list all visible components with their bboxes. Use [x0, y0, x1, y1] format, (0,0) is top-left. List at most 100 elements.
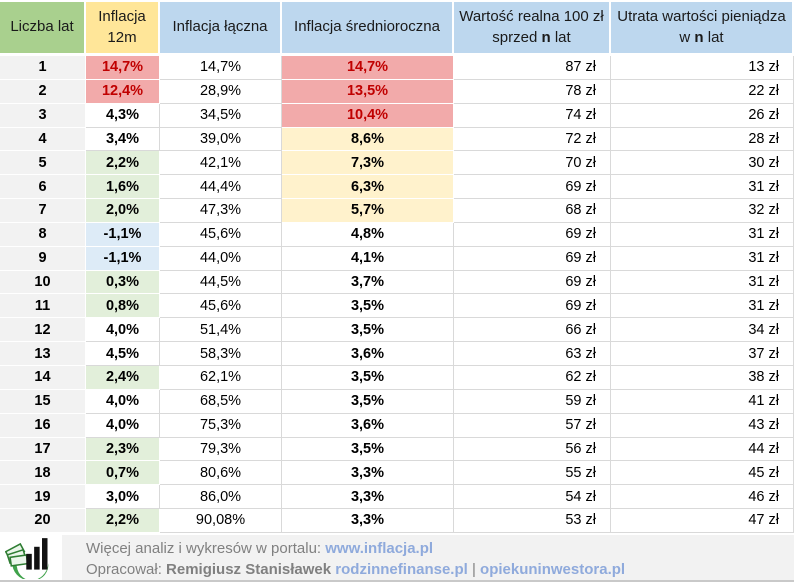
cell-liczba-lat: 5: [0, 151, 86, 176]
footer-line1-label: Więcej analiz i wykresów w portalu:: [86, 539, 322, 557]
cell-wartosc-realna: 68 zł: [454, 199, 611, 223]
table-row: 10 0,3% 44,5% 3,7% 69 zł 31 zł: [0, 270, 794, 295]
table-row: 2 12,4% 28,9% 13,5% 78 zł 22 zł: [0, 79, 794, 104]
table-row: 12 4,0% 51,4% 3,5% 66 zł 34 zł: [0, 318, 794, 343]
table-row: 11 0,8% 45,6% 3,5% 69 zł 31 zł: [0, 294, 794, 319]
cell-wartosc-realna: 69 zł: [454, 294, 611, 319]
cell-inflacja-srednioroczna: 3,3%: [282, 461, 454, 486]
cell-inflacja-laczna: 68,5%: [160, 389, 282, 414]
cell-inflacja-srednioroczna: 3,7%: [282, 270, 454, 295]
cell-utrata-wartosci: 38 zł: [611, 365, 794, 390]
cell-wartosc-realna: 69 zł: [454, 270, 611, 295]
cell-liczba-lat: 9: [0, 246, 86, 271]
cell-inflacja-laczna: 86,0%: [160, 485, 282, 510]
cell-inflacja-srednioroczna: 3,6%: [282, 413, 454, 438]
cell-inflacja-laczna: 90,08%: [160, 509, 282, 533]
cell-inflacja-12m: 4,5%: [86, 342, 160, 366]
cell-inflacja-srednioroczna: 3,5%: [282, 365, 454, 390]
cell-liczba-lat: 8: [0, 222, 86, 247]
cell-inflacja-laczna: 51,4%: [160, 318, 282, 343]
cell-inflacja-12m: 4,3%: [86, 103, 160, 128]
cell-wartosc-realna: 54 zł: [454, 485, 611, 510]
cell-inflacja-12m: 4,0%: [86, 318, 160, 343]
table-row: 16 4,0% 75,3% 3,6% 57 zł 43 zł: [0, 413, 794, 438]
inflation-table: Liczba lat Inflacja 12m Inflacja łączna Inf…: [0, 0, 794, 533]
table-row: 14 2,4% 62,1% 3,5% 62 zł 38 zł: [0, 365, 794, 390]
column-header-wartosc-realna: Wartość realna 100 zł sprzed n lat: [454, 0, 611, 56]
cell-utrata-wartosci: 41 zł: [611, 389, 794, 414]
cell-liczba-lat: 13: [0, 342, 86, 366]
cell-wartosc-realna: 63 zł: [454, 342, 611, 366]
cell-inflacja-12m: 4,0%: [86, 389, 160, 414]
cell-wartosc-realna: 55 zł: [454, 461, 611, 486]
cell-inflacja-srednioroczna: 5,7%: [282, 199, 454, 223]
cell-inflacja-12m: 1,6%: [86, 175, 160, 200]
cell-liczba-lat: 6: [0, 175, 86, 200]
cell-wartosc-realna: 62 zł: [454, 365, 611, 390]
cell-inflacja-laczna: 14,7%: [160, 56, 282, 80]
table-row: 3 4,3% 34,5% 10,4% 74 zł 26 zł: [0, 103, 794, 128]
cell-liczba-lat: 11: [0, 294, 86, 319]
cell-utrata-wartosci: 30 zł: [611, 151, 794, 176]
cell-inflacja-laczna: 80,6%: [160, 461, 282, 486]
cell-inflacja-laczna: 47,3%: [160, 199, 282, 223]
cell-inflacja-laczna: 58,3%: [160, 342, 282, 366]
table-row: 17 2,3% 79,3% 3,5% 56 zł 44 zł: [0, 437, 794, 462]
cell-inflacja-12m: 2,2%: [86, 151, 160, 176]
cell-wartosc-realna: 69 zł: [454, 175, 611, 200]
table-row: 5 2,2% 42,1% 7,3% 70 zł 30 zł: [0, 151, 794, 176]
rodzinnefinanse-link[interactable]: rodzinnefinanse.pl: [335, 561, 468, 579]
cell-liczba-lat: 3: [0, 103, 86, 128]
footer-text: Więcej analiz i wykresów w portalu: www.…: [62, 535, 625, 580]
footer: Więcej analiz i wykresów w portalu: www.…: [0, 534, 794, 582]
column-header-inflacja-srednioroczna: Inflacja średnioroczna: [282, 0, 454, 56]
cell-liczba-lat: 14: [0, 365, 86, 390]
cell-wartosc-realna: 72 zł: [454, 127, 611, 152]
cell-liczba-lat: 18: [0, 461, 86, 486]
header-row: Liczba lat Inflacja 12m Inflacja łączna Inf…: [0, 0, 794, 56]
cell-wartosc-realna: 66 zł: [454, 318, 611, 343]
cell-liczba-lat: 15: [0, 389, 86, 414]
cell-wartosc-realna: 78 zł: [454, 79, 611, 104]
cell-liczba-lat: 2: [0, 79, 86, 104]
column-header-inflacja-laczna: Inflacja łączna: [160, 0, 282, 56]
footer-line-1: Więcej analiz i wykresów w portalu: www.…: [86, 538, 625, 559]
column-header-inflacja-12m: Inflacja 12m: [86, 0, 160, 56]
cell-inflacja-laczna: 79,3%: [160, 437, 282, 462]
cell-inflacja-srednioroczna: 3,3%: [282, 509, 454, 533]
cell-wartosc-realna: 70 zł: [454, 151, 611, 176]
cell-utrata-wartosci: 31 zł: [611, 175, 794, 200]
cell-inflacja-laczna: 44,4%: [160, 175, 282, 200]
cell-inflacja-laczna: 34,5%: [160, 103, 282, 128]
cell-inflacja-12m: 12,4%: [86, 79, 160, 104]
cell-wartosc-realna: 53 zł: [454, 509, 611, 533]
cell-inflacja-12m: 0,3%: [86, 270, 160, 295]
column-header-liczba-lat: Liczba lat: [0, 0, 86, 56]
cell-inflacja-12m: 4,0%: [86, 413, 160, 438]
cell-inflacja-srednioroczna: 3,3%: [282, 485, 454, 510]
cell-inflacja-srednioroczna: 3,6%: [282, 342, 454, 366]
cell-utrata-wartosci: 31 zł: [611, 270, 794, 295]
cell-utrata-wartosci: 31 zł: [611, 222, 794, 247]
table-row: 1 14,7% 14,7% 14,7% 87 zł 13 zł: [0, 56, 794, 80]
cell-inflacja-srednioroczna: 3,5%: [282, 294, 454, 319]
table-row: 19 3,0% 86,0% 3,3% 54 zł 46 zł: [0, 485, 794, 510]
opiekuninwestora-link[interactable]: opiekuninwestora.pl: [480, 561, 626, 579]
cell-inflacja-srednioroczna: 4,1%: [282, 246, 454, 271]
cell-inflacja-srednioroczna: 3,5%: [282, 437, 454, 462]
cell-utrata-wartosci: 26 zł: [611, 103, 794, 128]
table-row: 7 2,0% 47,3% 5,7% 68 zł 32 zł: [0, 199, 794, 223]
cell-liczba-lat: 7: [0, 199, 86, 223]
inflacja-link[interactable]: www.inflacja.pl: [325, 539, 434, 557]
table-row: 18 0,7% 80,6% 3,3% 55 zł 45 zł: [0, 461, 794, 486]
cell-liczba-lat: 10: [0, 270, 86, 295]
cell-liczba-lat: 1: [0, 56, 86, 80]
cell-utrata-wartosci: 32 zł: [611, 199, 794, 223]
cell-wartosc-realna: 87 zł: [454, 56, 611, 80]
cell-utrata-wartosci: 13 zł: [611, 56, 794, 80]
cell-inflacja-srednioroczna: 3,5%: [282, 318, 454, 343]
cell-inflacja-laczna: 45,6%: [160, 294, 282, 319]
cell-wartosc-realna: 59 zł: [454, 389, 611, 414]
table-row: 9 -1,1% 44,0% 4,1% 69 zł 31 zł: [0, 246, 794, 271]
cell-inflacja-12m: 2,2%: [86, 509, 160, 533]
